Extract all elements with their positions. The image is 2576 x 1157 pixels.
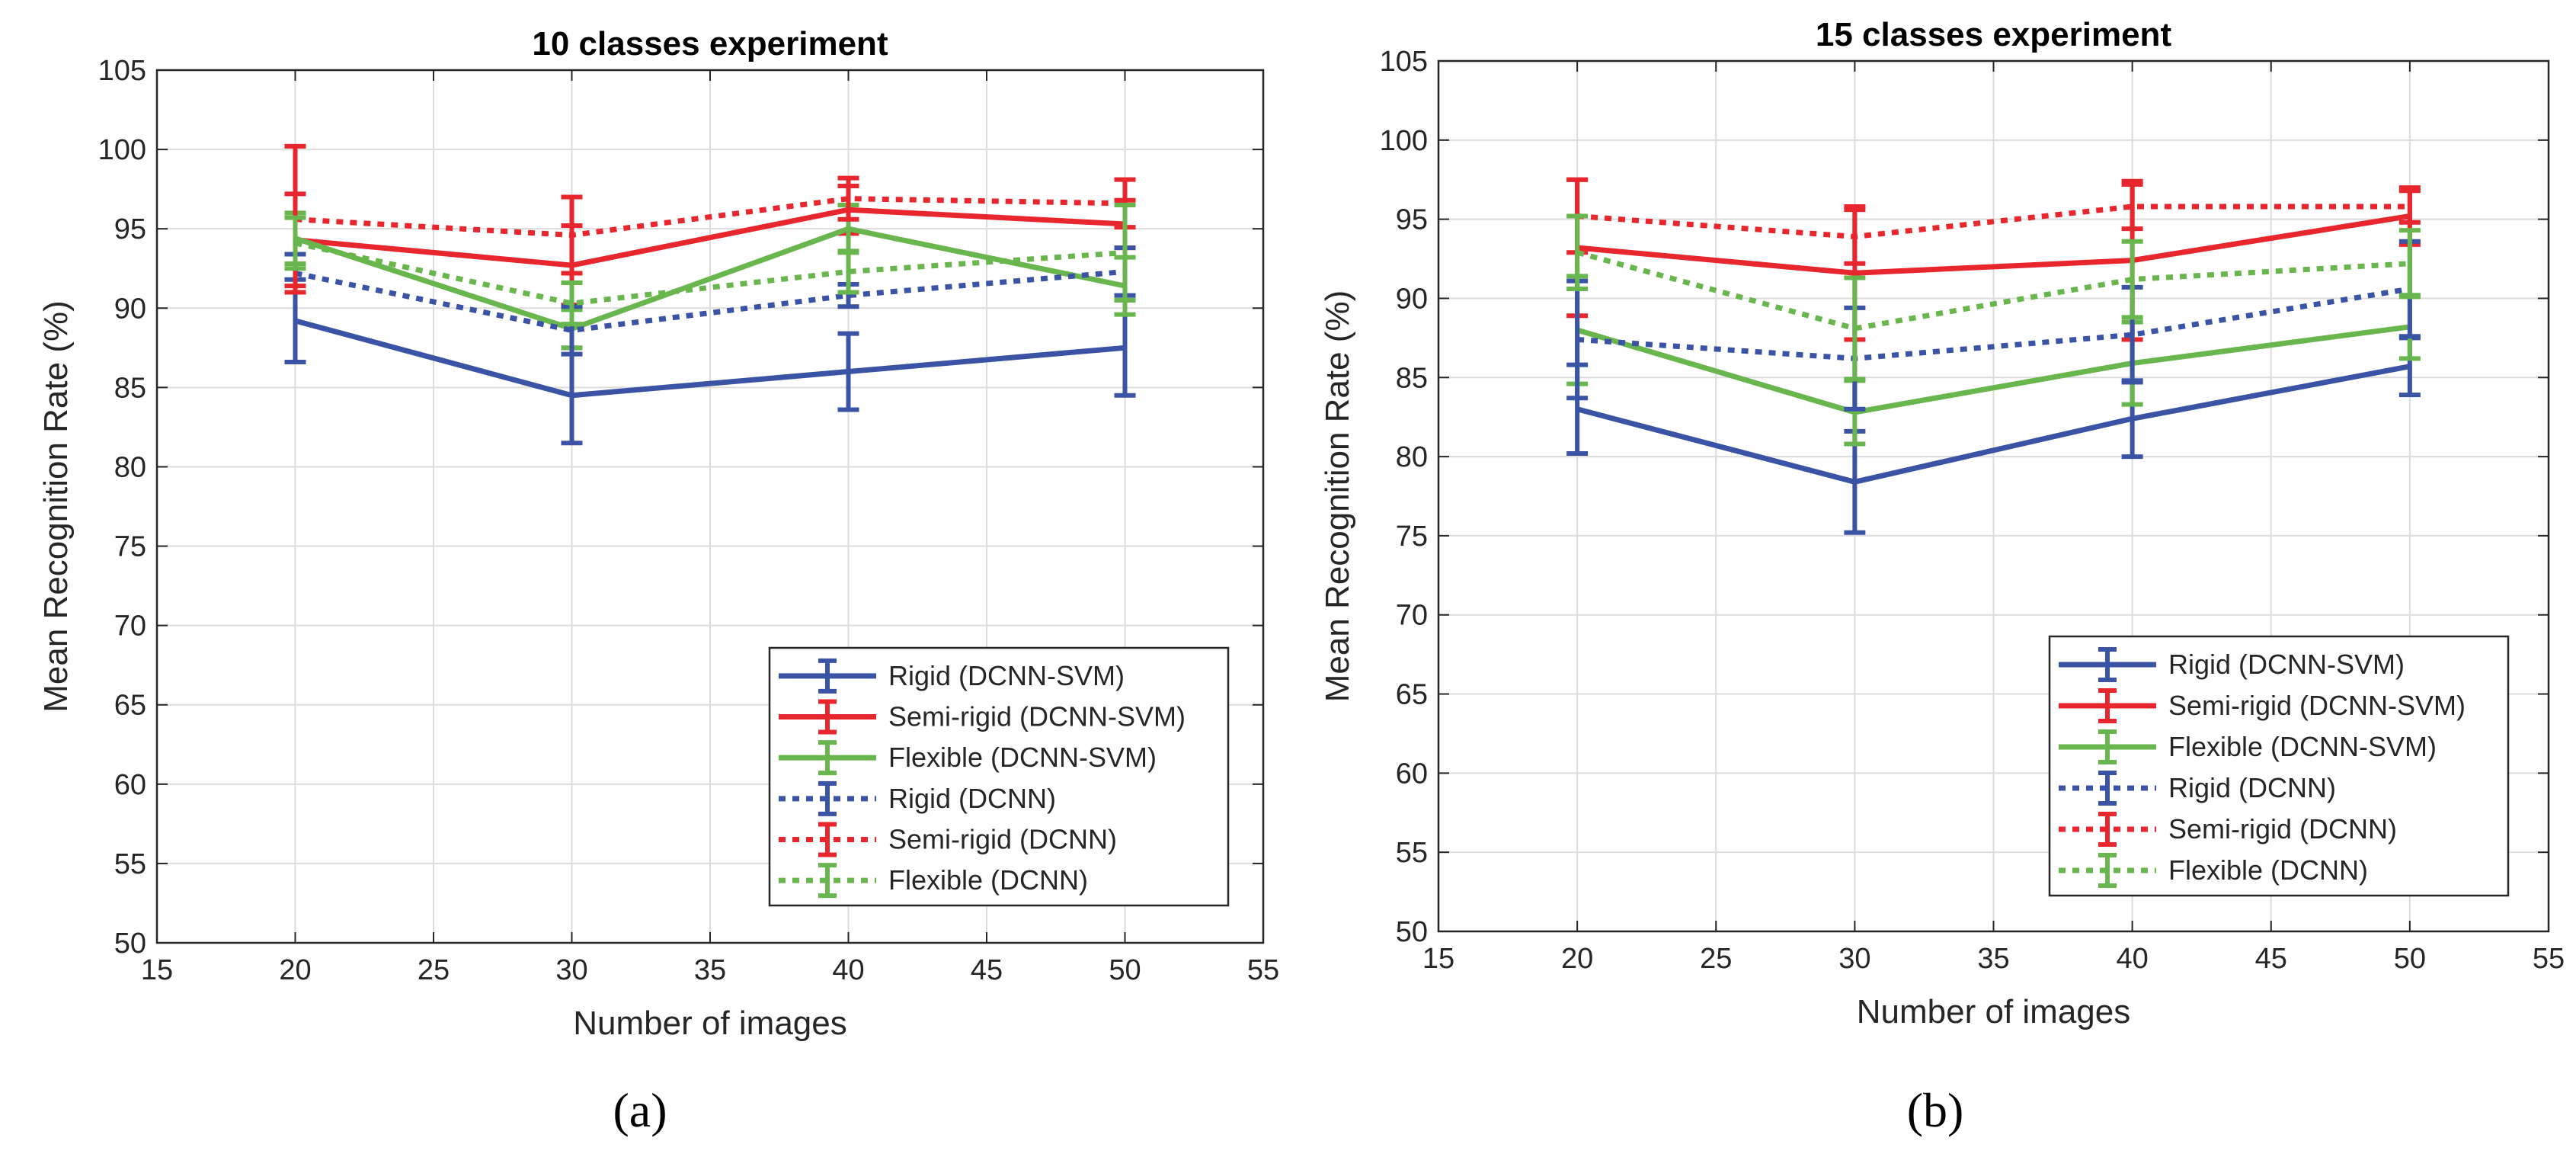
- x-tick-label: 45: [2255, 943, 2287, 975]
- x-tick-label: 25: [1700, 943, 1732, 975]
- x-tick-label: 40: [2116, 943, 2148, 975]
- y-tick-label: 90: [114, 293, 146, 325]
- x-tick-label: 15: [1422, 943, 1454, 975]
- legend-label: Semi-rigid (DCNN): [2168, 813, 2397, 845]
- legend-item: Semi-rigid (DCNN-SVM): [779, 699, 1186, 735]
- y-tick-label: 80: [114, 451, 146, 483]
- y-tick-label: 75: [114, 531, 146, 563]
- y-tick-label: 55: [114, 848, 146, 880]
- legend-item: Flexible (DCNN-SVM): [2059, 729, 2437, 764]
- panel-caption: (b): [1907, 1083, 1964, 1137]
- y-tick-label: 105: [98, 55, 146, 87]
- legend-label: Flexible (DCNN-SVM): [2168, 731, 2437, 762]
- legend-box: [2048, 635, 2510, 897]
- legend-label: Rigid (DCNN-SVM): [2168, 649, 2405, 680]
- legend-item: Rigid (DCNN): [2059, 771, 2336, 806]
- legend: Rigid (DCNN-SVM) Semi-rigid (DCNN-SVM) Fle…: [2048, 635, 2510, 897]
- legend-label: Rigid (DCNN): [2168, 772, 2336, 803]
- legend-box: [768, 646, 1230, 907]
- y-tick-label: 80: [1396, 441, 1428, 473]
- series-line: [294, 240, 1125, 306]
- x-tick-label: 20: [1561, 943, 1593, 975]
- legend-item: Flexible (DCNN): [2059, 853, 2368, 888]
- legend-item: Semi-rigid (DCNN): [2059, 812, 2397, 847]
- legend-item: Rigid (DCNN-SVM): [779, 658, 1125, 694]
- y-tick-label: 70: [114, 611, 146, 643]
- legend-item: Flexible (DCNN): [779, 863, 1088, 899]
- x-tick-label: 15: [141, 954, 173, 986]
- x-tick-label: 55: [1247, 954, 1279, 986]
- legend-label: Semi-rigid (DCNN): [888, 824, 1117, 855]
- y-tick-label: 75: [1396, 521, 1428, 553]
- y-tick-label: 70: [1396, 600, 1428, 632]
- x-tick-label: 30: [555, 954, 587, 986]
- series-1: [284, 277, 1136, 446]
- chart-title: 15 classes experiment: [1816, 16, 2172, 53]
- x-tick-label: 50: [1109, 954, 1141, 986]
- y-tick-label: 95: [1396, 204, 1428, 236]
- series-line: [1576, 249, 2411, 332]
- chart-panel-1: 15 20 25 30 35 40 45 50 55 50 55 60 65 70 75 80 85 90 95 10…: [37, 25, 1279, 1042]
- legend-item: Semi-rigid (DCNN): [779, 822, 1117, 857]
- series-line: [1576, 213, 2411, 276]
- legend-item: Flexible (DCNN-SVM): [779, 740, 1157, 776]
- series-6: [284, 202, 1136, 327]
- legend-label: Flexible (DCNN): [2168, 854, 2368, 886]
- y-tick-label: 65: [1396, 679, 1428, 711]
- legend-label: Rigid (DCNN): [888, 783, 1056, 814]
- legend-label: Flexible (DCNN-SVM): [888, 742, 1157, 773]
- series-line: [294, 226, 1126, 332]
- y-tick-label: 50: [114, 928, 146, 960]
- x-axis-label: Number of images: [1857, 993, 2130, 1030]
- y-tick-label: 55: [1396, 837, 1428, 869]
- x-tick-label: 30: [1838, 943, 1870, 975]
- legend-label: Flexible (DCNN): [888, 864, 1088, 896]
- series-line: [1576, 324, 2411, 415]
- x-axis-label: Number of images: [573, 1005, 846, 1042]
- y-axis-label: Mean Recognition Rate (%): [1319, 290, 1356, 702]
- legend: Rigid (DCNN-SVM) Semi-rigid (DCNN-SVM) Fle…: [768, 646, 1230, 907]
- series-line: [1576, 204, 2410, 239]
- x-tick-label: 35: [694, 954, 726, 986]
- x-tick-label: 40: [832, 954, 864, 986]
- series-line: [1576, 364, 2411, 485]
- series-line: [295, 207, 1125, 268]
- series-line: [294, 268, 1125, 333]
- x-tick-label: 35: [1977, 943, 2009, 975]
- y-tick-label: 100: [1380, 125, 1428, 157]
- legend-label: Rigid (DCNN-SVM): [888, 660, 1125, 691]
- y-tick-label: 90: [1396, 283, 1428, 315]
- y-tick-label: 100: [98, 134, 146, 166]
- x-tick-label: 25: [418, 954, 450, 986]
- series-line: [294, 318, 1125, 399]
- x-tick-label: 55: [2533, 943, 2565, 975]
- x-tick-label: 20: [279, 954, 311, 986]
- y-tick-label: 60: [114, 769, 146, 801]
- y-tick-label: 105: [1380, 46, 1428, 78]
- y-tick-label: 85: [1396, 362, 1428, 394]
- series-line: [295, 196, 1125, 239]
- y-tick-label: 60: [1396, 758, 1428, 790]
- legend-label: Semi-rigid (DCNN-SVM): [888, 701, 1186, 732]
- y-axis-label: Mean Recognition Rate (%): [37, 300, 75, 712]
- x-tick-label: 50: [2394, 943, 2426, 975]
- legend-label: Semi-rigid (DCNN-SVM): [2168, 690, 2466, 721]
- legend-item: Rigid (DCNN): [779, 780, 1056, 816]
- legend-item: Semi-rigid (DCNN-SVM): [2059, 688, 2466, 723]
- panel-caption: (a): [613, 1083, 667, 1137]
- y-tick-label: 65: [114, 690, 146, 722]
- y-tick-label: 85: [114, 372, 146, 404]
- chart-panel-2: 15 20 25 30 35 40 45 50 55 50 55 60 65 70 75 80 85 90 95 10…: [1319, 16, 2565, 1030]
- series-6: [1566, 213, 2421, 382]
- y-tick-label: 95: [114, 213, 146, 245]
- x-tick-label: 45: [971, 954, 1003, 986]
- chart-title: 10 classes experiment: [532, 25, 888, 62]
- y-tick-label: 50: [1396, 916, 1428, 948]
- legend-item: Rigid (DCNN-SVM): [2059, 647, 2405, 682]
- series-line: [1576, 286, 2411, 361]
